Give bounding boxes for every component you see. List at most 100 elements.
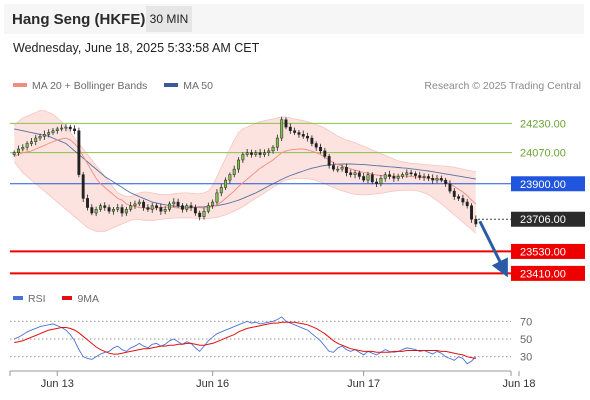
candle-up <box>116 207 120 210</box>
candle-down <box>107 207 111 212</box>
candle-up <box>405 172 409 175</box>
candle-up <box>38 135 42 139</box>
candle-up <box>232 168 236 175</box>
level-24230-00-label: 24230.00 <box>520 118 566 130</box>
candle-up <box>379 178 383 185</box>
candle-up <box>336 168 340 171</box>
x-tick-label: Jun 18 <box>502 378 535 390</box>
legend-label-rsi: RSI <box>28 293 46 305</box>
ma20-line <box>14 137 477 209</box>
candle-down <box>370 174 374 183</box>
candle-down <box>448 183 452 192</box>
candle-up <box>366 174 370 181</box>
candle-down <box>198 212 202 217</box>
bollinger-lower-line <box>13 161 477 234</box>
level-23410-00-tag <box>511 265 585 281</box>
legend-label-ma50: MA 50 <box>183 80 213 92</box>
candle-down <box>474 218 478 225</box>
candle-up <box>21 146 25 150</box>
candle-down <box>142 201 146 208</box>
x-tick-label: Jun 13 <box>41 378 74 390</box>
rsi-9ma-line <box>14 321 476 359</box>
candle-up <box>47 132 51 135</box>
candle-down <box>388 174 391 177</box>
candle-up <box>241 154 245 161</box>
ma50-line <box>14 128 476 208</box>
candle-down <box>159 207 163 212</box>
candle-down <box>327 156 331 166</box>
rsi-tick-50: 50 <box>520 334 532 346</box>
main-legend: MA 20 + Bollinger Bands MA 50 <box>13 80 227 92</box>
level-23530-00-label: 23530.00 <box>520 246 566 258</box>
last-price-tag <box>511 211 585 227</box>
candle-up <box>133 203 137 206</box>
candle-down <box>457 196 461 199</box>
candle-down <box>444 179 448 185</box>
candle-up <box>275 137 279 148</box>
candle-up <box>163 209 167 212</box>
candle-up <box>383 174 387 179</box>
candle-up <box>99 205 102 210</box>
candle-down <box>250 152 253 155</box>
timeframe-badge[interactable]: 30 MIN <box>146 6 192 32</box>
report-datetime: Wednesday, June 18, 2025 5:33:58 AM CET <box>13 41 260 55</box>
candle-up <box>94 209 98 214</box>
candle-down <box>288 126 292 131</box>
candle-down <box>323 150 327 157</box>
candle-down <box>81 174 85 199</box>
candle-up <box>124 209 128 214</box>
level-23900-00-label: 23900.00 <box>520 179 566 191</box>
candle-up <box>219 187 223 194</box>
candle-down <box>392 176 396 179</box>
x-tick-label: Jun 17 <box>347 378 380 390</box>
moving-averages <box>14 128 477 209</box>
candle-down <box>284 119 288 128</box>
candle-up <box>12 152 16 155</box>
forecast-arrow <box>478 220 508 278</box>
candle-up <box>211 201 215 206</box>
level-23900-00-tag <box>511 176 585 192</box>
candle-down <box>90 207 94 214</box>
candle-down <box>344 167 348 174</box>
candle-up <box>340 167 344 170</box>
candle-up <box>17 148 20 153</box>
level-24070-00-label: 24070.00 <box>520 148 566 160</box>
candle-down <box>176 201 180 206</box>
candle-up <box>267 150 271 153</box>
candle-up <box>435 178 439 181</box>
rsi-tick-30: 30 <box>520 352 532 364</box>
candle-down <box>426 176 430 179</box>
candle-up <box>271 146 275 152</box>
candle-up <box>34 137 38 142</box>
rsi-panel: 70 50 30 <box>10 316 532 365</box>
candle-down <box>180 205 184 210</box>
candle-down <box>461 198 465 203</box>
candle-down <box>86 198 89 208</box>
legend-item-ma50: MA 50 <box>164 80 213 92</box>
ma50-swatch <box>164 83 179 88</box>
candle-up <box>280 119 284 139</box>
research-credit: Research © 2025 Trading Central <box>424 80 581 92</box>
chart-header: Hang Seng (HKFE) 30 MIN <box>4 4 584 34</box>
candle-down <box>310 137 314 144</box>
bollinger-upper-line <box>13 110 476 198</box>
candle-up <box>401 174 404 177</box>
level-23706-00-label: 23706.00 <box>520 214 566 226</box>
candlesticks <box>12 116 478 227</box>
candle-up <box>396 176 400 179</box>
candle-down <box>362 176 366 181</box>
candle-up <box>111 209 115 212</box>
candle-up <box>172 201 176 205</box>
candle-up <box>262 152 266 155</box>
candle-down <box>319 146 322 152</box>
candle-up <box>206 205 210 212</box>
candle-up <box>150 205 154 210</box>
candle-down <box>357 172 361 177</box>
candle-down <box>193 207 197 214</box>
candle-down <box>470 205 473 220</box>
legend-label-9ma: 9MA <box>77 293 100 305</box>
legend-item-9ma: 9MA <box>62 293 99 305</box>
candle-up <box>254 152 258 155</box>
candle-down <box>146 207 150 210</box>
